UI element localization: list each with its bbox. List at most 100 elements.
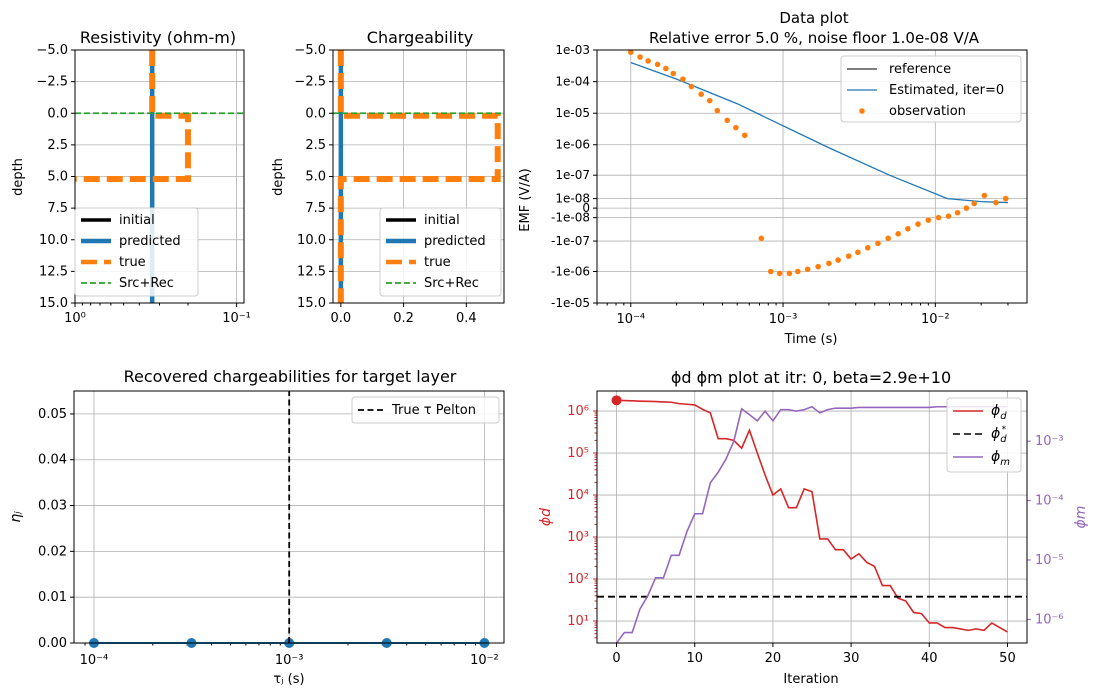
y-tick-label: 10⁵ xyxy=(567,446,589,461)
observation-point xyxy=(776,270,783,277)
x-tick-label: 10⁻¹ xyxy=(222,311,251,326)
observation-point xyxy=(758,235,765,242)
misfit-title: ϕd ϕm plot at itr: 0, beta=2.9e+10 xyxy=(671,368,951,387)
resistivity-ylabel: depth xyxy=(11,158,26,196)
estimated-line xyxy=(630,61,1009,204)
dataplot-legend: reference Estimated, iter=0 observation xyxy=(840,55,1022,123)
misfit-ticks: 10¹ 10² 10³ 10⁴ 10⁵ 10⁶ 10⁻⁶ 10⁻⁵ 10⁻⁴ 10⁻³ 0 10 20 3… xyxy=(567,404,1063,666)
dataplot-xlabel: Time (s) xyxy=(784,332,838,347)
legend-label: reference xyxy=(889,62,951,77)
x-tick-label: 50 xyxy=(999,651,1016,666)
observation-point xyxy=(963,205,970,211)
phi-d-line xyxy=(616,399,1008,633)
observation-point xyxy=(645,58,651,64)
y-tick-label: 1e-03 xyxy=(555,43,590,57)
y-tick-label: −5.0 xyxy=(36,43,68,58)
legend-label: Src+Rec xyxy=(119,276,174,291)
legend-label: initial xyxy=(119,213,155,228)
observation-point xyxy=(835,257,841,263)
observation-point xyxy=(935,214,942,221)
dataplot-axes-frame xyxy=(596,49,1028,304)
chargeabilities-title: Recovered chargeabilities for target lay… xyxy=(124,367,457,386)
chargeabilities-panel: Recovered chargeabilities for target lay… xyxy=(8,367,505,687)
observation-point xyxy=(945,213,952,219)
dataplot-panel: Data plot Relative error 5.0 %, noise fl… xyxy=(518,9,1028,347)
y-tick-label: 10⁶ xyxy=(567,404,589,419)
x-tick-label: 40 xyxy=(921,651,938,666)
misfit-ylabel-left: ϕd xyxy=(538,508,554,526)
observation-point xyxy=(786,270,793,277)
observation-point xyxy=(741,132,748,139)
legend-label: true xyxy=(119,255,146,270)
resistivity-axes-frame xyxy=(74,49,245,304)
observation-point xyxy=(895,231,901,237)
y-tick-label: 10³ xyxy=(567,530,589,545)
legend-label: ϕd* xyxy=(991,425,1007,445)
resistivity-panel: Resistivity (ohm-m) depth −5.0 −2.5 0.0 2.5… xyxy=(11,28,251,326)
resistivity-title: Resistivity (ohm-m) xyxy=(80,28,236,47)
legend-label: predicted xyxy=(424,234,486,249)
dataplot-title: Data plot xyxy=(779,9,848,27)
observation-point xyxy=(905,225,911,232)
y-tick-label: 0.05 xyxy=(38,407,67,422)
observation-point xyxy=(915,221,921,227)
legend-label-sub: d xyxy=(1000,411,1007,422)
y-tick-label: 0.04 xyxy=(38,453,67,468)
observation-point xyxy=(670,70,677,77)
misfit-grid xyxy=(597,391,1027,643)
x-tick-label: 10⁻³ xyxy=(275,653,304,668)
legend-box xyxy=(379,207,502,297)
observation-point xyxy=(804,266,811,273)
x-tick-label: 0.4 xyxy=(456,311,477,326)
x-tick-label: 10⁻² xyxy=(921,312,950,327)
observation-point xyxy=(954,209,961,216)
observation-point xyxy=(815,263,821,270)
y-tick-label: 10¹ xyxy=(567,614,589,629)
observation-point xyxy=(733,124,739,131)
observation-point xyxy=(855,249,861,256)
y-tick-label: 0.00 xyxy=(38,636,67,651)
y-tick-label: 7.5 xyxy=(305,201,326,216)
chargeability-legend: initial predicted true Src+Rec xyxy=(379,207,502,297)
chargeability-title: Chargeability xyxy=(367,28,473,47)
chargeabilities-axes-frame xyxy=(73,390,505,644)
x-tick-label: 10⁻³ xyxy=(769,312,798,327)
observation-point xyxy=(826,260,832,267)
y-tick-label: 0.01 xyxy=(38,590,67,605)
legend-box xyxy=(840,55,1022,123)
y-tick-label: 0.03 xyxy=(38,499,67,514)
chargeabilities-xlabel: τⱼ (s) xyxy=(273,672,304,687)
observation-point xyxy=(885,235,891,242)
y-tick-label: 5.0 xyxy=(47,170,68,185)
y-right-tick-label: 10⁻⁶ xyxy=(1035,612,1064,627)
x-tick-label: 20 xyxy=(765,651,782,666)
chargeability-axes-frame xyxy=(332,49,505,304)
misfit-panel: ϕd ϕm plot at itr: 0, beta=2.9e+10 ϕd ϕm… xyxy=(538,368,1089,687)
y-tick-label: 0.0 xyxy=(305,106,326,121)
observation-point xyxy=(795,268,801,275)
observation-point xyxy=(925,217,932,223)
observation-point xyxy=(864,245,871,251)
chargeability-series xyxy=(333,50,504,303)
legend-label: true xyxy=(424,255,451,270)
chargeabilities-ylabel: ηⱼ xyxy=(8,511,24,523)
legend-label-sup: * xyxy=(1002,425,1007,435)
legend-swatch xyxy=(859,108,865,114)
misfit-series xyxy=(597,395,1027,644)
observation-point xyxy=(993,199,999,206)
chargeability-ticks: −5.0 −2.5 0.0 2.5 5.0 7.5 10.0 12.5 15.0 0.0 0.2 0.… xyxy=(294,43,476,326)
legend-label-sub: m xyxy=(1000,457,1010,468)
observation-point xyxy=(680,76,686,82)
y-tick-label: 10.0 xyxy=(39,233,68,248)
chargeability-ylabel: depth xyxy=(271,158,286,196)
y-tick-label: 0.0 xyxy=(47,106,68,121)
chargeability-panel: Chargeability depth −5.0 −2.5 0.0 2.5 5.0 7.5… xyxy=(271,28,505,326)
observation-point xyxy=(1002,195,1009,202)
y-right-tick-label: 10⁻³ xyxy=(1035,434,1064,449)
observation-point xyxy=(714,107,721,114)
x-tick-label: 10⁰ xyxy=(64,311,86,326)
y-tick-label: -1e-06 xyxy=(551,264,590,278)
dataplot-subtitle: Relative error 5.0 %, noise floor 1.0e-0… xyxy=(649,29,980,47)
observation-point xyxy=(663,65,669,72)
